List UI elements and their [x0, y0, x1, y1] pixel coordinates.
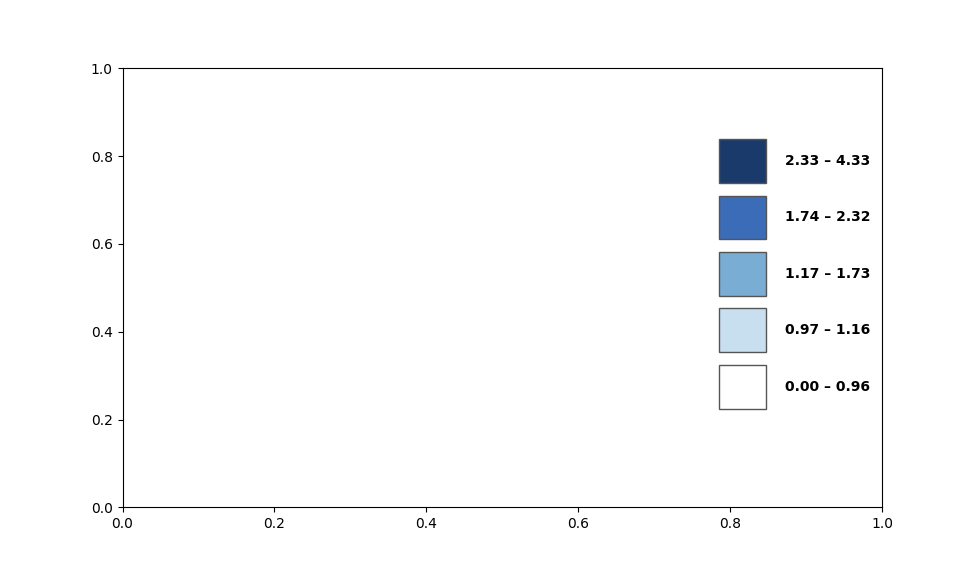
FancyBboxPatch shape: [718, 308, 766, 352]
Text: 0.00 – 0.96: 0.00 – 0.96: [785, 380, 870, 394]
FancyBboxPatch shape: [718, 252, 766, 296]
Text: 0.97 – 1.16: 0.97 – 1.16: [785, 323, 870, 337]
Text: 2.33 – 4.33: 2.33 – 4.33: [785, 154, 870, 168]
FancyBboxPatch shape: [718, 139, 766, 183]
Text: 1.74 – 2.32: 1.74 – 2.32: [785, 210, 870, 225]
FancyBboxPatch shape: [718, 365, 766, 409]
FancyBboxPatch shape: [718, 196, 766, 239]
Text: 1.17 – 1.73: 1.17 – 1.73: [785, 267, 870, 281]
